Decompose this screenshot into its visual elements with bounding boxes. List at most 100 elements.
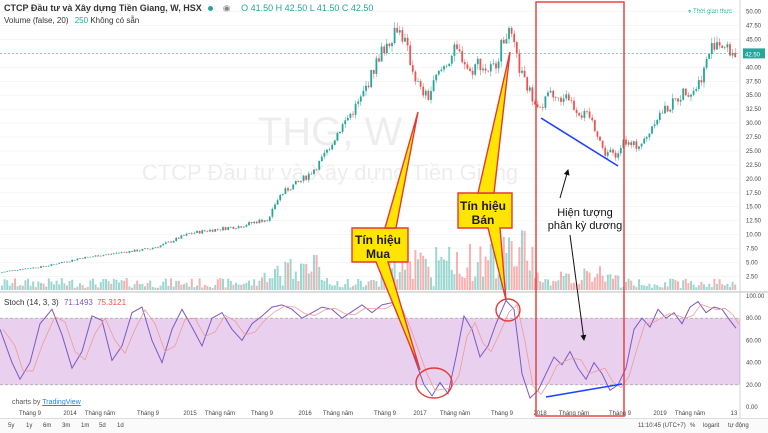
candle-body — [437, 70, 440, 75]
volume-bar — [419, 252, 422, 290]
stoch-k-value: 71.1493 — [63, 298, 93, 307]
volume-bar — [648, 283, 651, 290]
candle-body — [723, 47, 726, 49]
range-1m[interactable]: 1m — [81, 423, 90, 429]
candle-body — [570, 100, 573, 101]
volume-bar — [414, 250, 417, 290]
candle-body — [541, 106, 544, 108]
price-tick-label: 47.50 — [746, 24, 762, 30]
candle-body — [240, 226, 243, 228]
range-3m[interactable]: 3m — [62, 423, 71, 429]
realtime-button[interactable]: ● Thời gian thực — [687, 9, 732, 15]
volume-bar — [305, 263, 308, 290]
range-6m[interactable]: 6m — [43, 423, 52, 429]
candle-body — [427, 90, 430, 100]
volume-bar — [612, 278, 614, 290]
candle-body — [682, 88, 685, 100]
candle-body — [76, 258, 79, 261]
candle-body — [625, 139, 627, 145]
volume-bar — [508, 237, 510, 290]
candle-body — [32, 267, 35, 269]
candle-body — [219, 229, 222, 231]
range-5y[interactable]: 5y — [8, 423, 15, 429]
candle-body — [500, 39, 503, 62]
candle-body — [190, 233, 193, 235]
volume-bar — [300, 263, 302, 290]
candle-body — [50, 264, 53, 266]
candle-body — [380, 46, 383, 62]
candle-body — [94, 255, 97, 257]
price-tick-label: 2.50 — [746, 274, 758, 280]
candle-body — [565, 94, 568, 99]
volume-bar — [495, 278, 497, 290]
log-toggle[interactable]: logarit — [703, 423, 720, 429]
volume-bar — [235, 282, 237, 290]
volume-bar — [313, 255, 315, 290]
time-tick-label: Tháng năm — [205, 411, 235, 417]
candle-body — [388, 43, 391, 47]
candle-body — [183, 235, 185, 236]
candle-body — [287, 188, 289, 191]
volume-bar — [453, 274, 456, 290]
candle-body — [310, 173, 313, 175]
volume-bar — [396, 279, 399, 290]
candle-body — [27, 268, 29, 270]
stoch-label[interactable]: Stoch (14, 3, 3) — [4, 298, 59, 307]
range-5d[interactable]: 5d — [99, 423, 106, 429]
volume-bar — [409, 261, 412, 290]
range-1y[interactable]: 1y — [26, 423, 33, 429]
volume-bar — [206, 285, 209, 290]
candle-body — [177, 237, 180, 239]
candle-body — [677, 98, 679, 102]
volume-bar — [718, 279, 721, 290]
candle-body — [697, 80, 700, 90]
candle-body — [718, 42, 721, 46]
price-tick-label: 20.00 — [746, 177, 762, 183]
candle-body — [357, 101, 360, 104]
candle-body — [419, 81, 422, 87]
volume-label[interactable]: Volume (false, 20) — [4, 16, 69, 25]
volume-bar — [547, 279, 549, 290]
candle-body — [385, 43, 388, 54]
tradingview-brand[interactable]: charts by TradingView — [12, 399, 81, 406]
candle-body — [396, 27, 399, 33]
candle-body — [105, 254, 107, 256]
volume-bar — [146, 282, 149, 290]
volume-bar — [417, 259, 419, 290]
candle-body — [640, 143, 643, 147]
candle-body — [289, 189, 292, 191]
volume-bar — [372, 279, 375, 290]
candle-body — [562, 98, 565, 102]
volume-bar — [263, 272, 266, 290]
volume-bar — [172, 286, 175, 290]
volume-bar — [430, 277, 432, 290]
percent-toggle[interactable]: % — [690, 423, 696, 429]
candle-body — [705, 58, 708, 68]
volume-bar — [552, 280, 555, 290]
auto-toggle[interactable]: tự động — [728, 423, 749, 429]
range-1d[interactable]: 1d — [117, 423, 124, 429]
volume-bar — [71, 279, 74, 290]
candle-body — [674, 98, 677, 99]
symbol-title[interactable]: CTCP Đầu tư và Xây dựng Tiền Giang, W, H… — [4, 3, 202, 13]
volume-bar — [323, 281, 326, 290]
volume-bar — [437, 260, 440, 290]
candle-body — [536, 104, 539, 108]
volume-bar — [55, 280, 58, 290]
candle-body — [123, 251, 126, 253]
candle-body — [115, 252, 118, 254]
volume-bar — [539, 281, 542, 290]
volume-bar — [66, 285, 68, 290]
volume-bar — [731, 281, 734, 290]
volume-bar — [398, 272, 401, 290]
volume-bar — [666, 286, 669, 290]
price-trendline — [540, 117, 619, 167]
volume-bar — [253, 279, 256, 290]
stoch-tick-label: 100.00 — [746, 294, 765, 300]
eye-icon[interactable]: ◉ — [222, 3, 231, 13]
candle-body — [404, 37, 406, 42]
candle-body — [162, 243, 165, 246]
volume-bar — [63, 283, 66, 290]
candle-body — [359, 96, 362, 102]
